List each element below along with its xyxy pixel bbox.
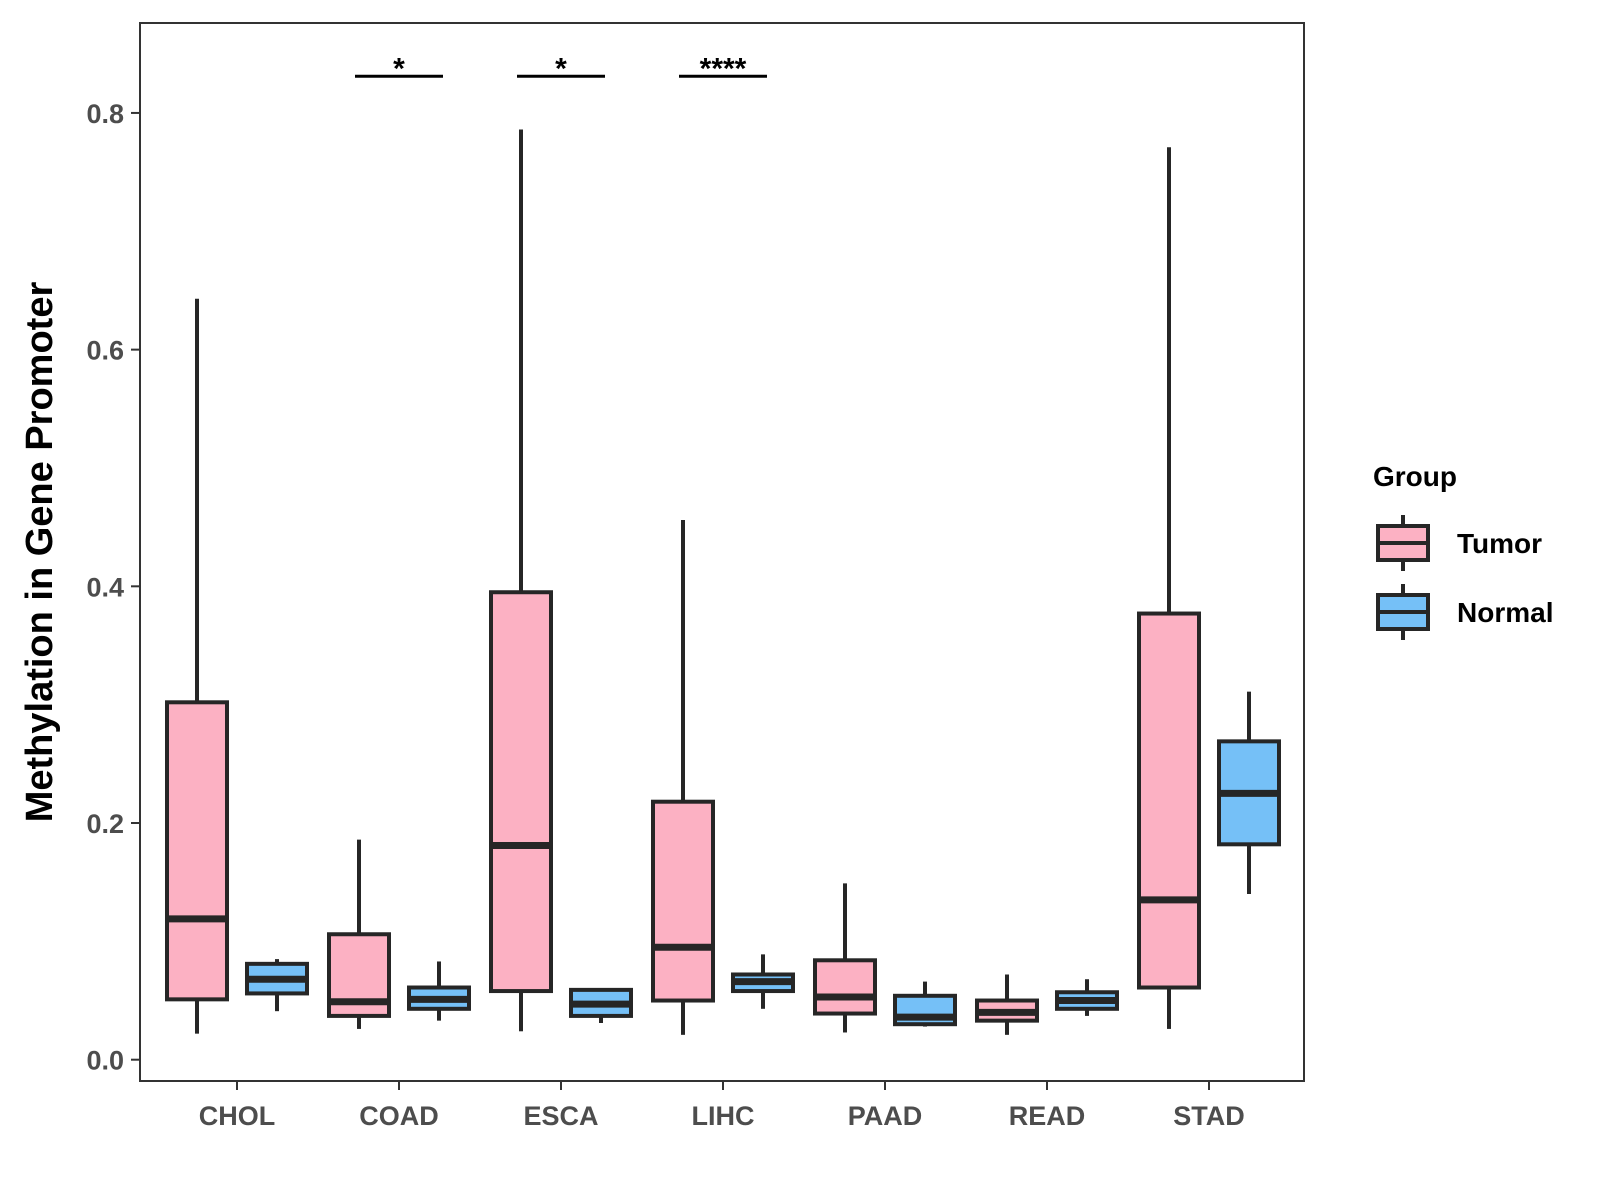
- box-lihc-tumor: [651, 520, 715, 1035]
- box-esca-normal: [569, 987, 633, 1024]
- y-tick-label: 0.2: [86, 809, 124, 839]
- y-tick-label: 0.8: [86, 99, 124, 129]
- legend-title: Group: [1373, 461, 1457, 492]
- box-coad-tumor: [327, 839, 391, 1029]
- x-tick-label: LIHC: [692, 1101, 755, 1131]
- box-chol-tumor: [165, 298, 229, 1034]
- y-tick-label: 0.0: [86, 1046, 124, 1076]
- y-axis-title: Methylation in Gene Promoter: [19, 282, 61, 823]
- box-stad-normal: [1217, 691, 1281, 895]
- legend: Group Tumor Normal: [1373, 461, 1553, 640]
- box-body: [489, 590, 553, 994]
- box-paad-normal: [893, 981, 957, 1027]
- legend-label: Tumor: [1457, 528, 1542, 559]
- box-lihc-normal: [731, 954, 795, 1009]
- box-stad-tumor: [1137, 147, 1201, 1029]
- x-axis: CHOL COAD ESCA LIHC PAAD READ STAD: [199, 1081, 1245, 1131]
- box-body: [651, 799, 715, 1003]
- box-read-normal: [1055, 979, 1119, 1016]
- box-coad-normal: [407, 961, 471, 1021]
- plot-panel-border: [139, 22, 1305, 1082]
- box-body: [1137, 611, 1201, 990]
- significance-lihc: ****: [679, 52, 767, 85]
- plot-area: * * ****: [165, 52, 1281, 1035]
- x-tick-label: CHOL: [199, 1101, 276, 1131]
- legend-entry-tumor: Tumor: [1376, 515, 1542, 571]
- significance-label: *: [393, 52, 405, 85]
- x-tick-label: ESCA: [523, 1101, 598, 1131]
- x-tick-label: READ: [1009, 1101, 1086, 1131]
- box-esca-tumor: [489, 129, 553, 1032]
- x-tick-label: COAD: [359, 1101, 439, 1131]
- box-chol-normal: [245, 959, 309, 1012]
- box-body: [813, 958, 877, 1016]
- legend-label: Normal: [1457, 597, 1553, 628]
- legend-entry-normal: Normal: [1376, 584, 1553, 640]
- y-tick-label: 0.4: [86, 572, 124, 602]
- box-read-tumor: [975, 974, 1039, 1035]
- significance-esca: *: [517, 52, 605, 85]
- y-tick-label: 0.6: [86, 336, 124, 366]
- x-tick-label: PAAD: [848, 1101, 923, 1131]
- significance-label: ****: [700, 52, 747, 85]
- significance-label: *: [555, 52, 567, 85]
- box-body: [165, 700, 229, 1002]
- box-paad-tumor: [813, 883, 877, 1033]
- y-axis: 0.0 0.2 0.4 0.6 0.8: [86, 99, 140, 1076]
- x-tick-label: STAD: [1173, 1101, 1245, 1131]
- significance-coad: *: [355, 52, 443, 85]
